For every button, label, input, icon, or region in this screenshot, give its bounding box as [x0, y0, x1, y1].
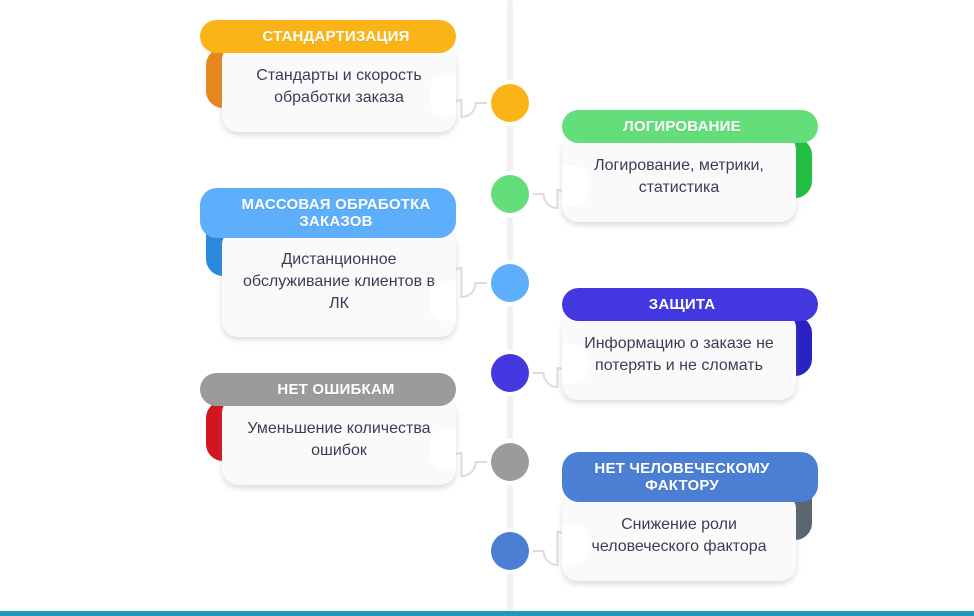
card-title: МАССОВАЯ ОБРАБОТКА ЗАКАЗОВ — [200, 188, 456, 238]
connector-notch — [430, 281, 456, 321]
timeline-dot — [491, 264, 529, 302]
bottom-accent-bar — [0, 611, 974, 616]
connector-notch — [562, 525, 588, 565]
connector-notch — [562, 344, 588, 384]
timeline-dot — [491, 175, 529, 213]
timeline-dot — [491, 84, 529, 122]
benefit-card: МАССОВАЯ ОБРАБОТКА ЗАКАЗОВ Дистанционное … — [200, 188, 456, 337]
timeline-dot — [491, 532, 529, 570]
card-description: Снижение роли человеческого фактора — [562, 493, 796, 581]
card-title: НЕТ ЧЕЛОВЕЧЕСКОМУ ФАКТОРУ — [562, 452, 818, 502]
card-title: ЛОГИРОВАНИЕ — [562, 110, 818, 143]
timeline-spine — [507, 0, 513, 616]
card-description: Информацию о заказе не потерять и не сло… — [562, 312, 796, 400]
benefit-card: НЕТ ЧЕЛОВЕЧЕСКОМУ ФАКТОРУ Снижение роли ч… — [562, 452, 818, 581]
card-description: Стандарты и скорость обработки заказа — [222, 44, 456, 132]
card-title: СТАНДАРТИЗАЦИЯ — [200, 20, 456, 53]
connector-notch — [430, 429, 456, 469]
benefit-card: ЗАЩИТА Информацию о заказе не потерять и … — [562, 288, 818, 400]
benefit-card: СТАНДАРТИЗАЦИЯ Стандарты и скорость обраб… — [200, 20, 456, 132]
benefit-card: НЕТ ОШИБКАМ Уменьшение количества ошибок — [200, 373, 456, 485]
connector-notch — [430, 76, 456, 116]
card-description: Уменьшение количества ошибок — [222, 397, 456, 485]
connector-notch — [562, 166, 588, 206]
timeline-dot — [491, 354, 529, 392]
card-title: ЗАЩИТА — [562, 288, 818, 321]
card-description: Логирование, метрики, статистика — [562, 134, 796, 222]
timeline-dot — [491, 443, 529, 481]
card-description: Дистанционное обслуживание клиентов в ЛК — [222, 229, 456, 337]
card-title: НЕТ ОШИБКАМ — [200, 373, 456, 406]
benefit-card: ЛОГИРОВАНИЕ Логирование, метрики, статист… — [562, 110, 818, 222]
